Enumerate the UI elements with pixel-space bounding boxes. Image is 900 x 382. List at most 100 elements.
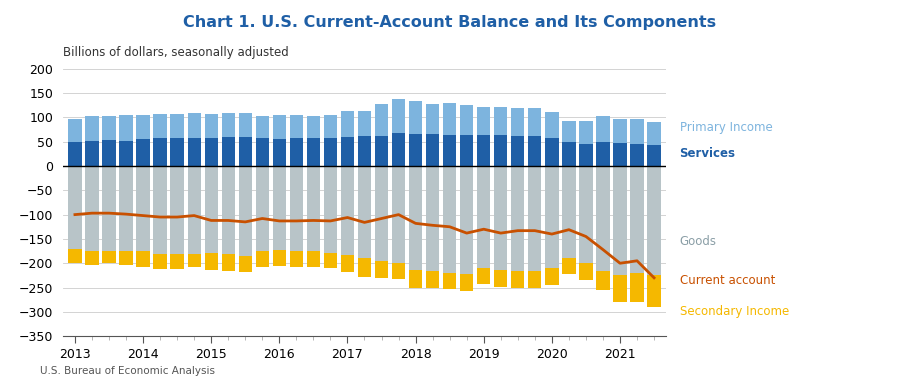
Bar xyxy=(562,166,576,258)
Bar xyxy=(221,166,235,254)
Bar xyxy=(562,121,576,142)
Bar xyxy=(204,114,218,138)
Bar xyxy=(409,101,422,134)
Text: Goods: Goods xyxy=(680,235,716,248)
Bar xyxy=(120,166,132,251)
Bar xyxy=(358,110,371,136)
Bar xyxy=(153,166,166,254)
Bar xyxy=(647,275,661,307)
Bar xyxy=(103,116,115,140)
Bar xyxy=(170,138,184,166)
Bar xyxy=(562,258,576,274)
Bar xyxy=(273,115,286,139)
Bar xyxy=(545,166,559,268)
Bar xyxy=(375,136,388,166)
Bar xyxy=(511,136,525,166)
Bar xyxy=(545,268,559,285)
Bar xyxy=(324,115,338,138)
Bar xyxy=(426,270,439,288)
Bar xyxy=(86,166,99,251)
Bar xyxy=(494,270,508,286)
Bar xyxy=(580,263,592,280)
Bar xyxy=(460,274,473,291)
Bar xyxy=(290,166,303,251)
Bar xyxy=(477,166,490,268)
Bar xyxy=(221,137,235,166)
Bar xyxy=(392,133,405,166)
Bar xyxy=(511,108,525,136)
Bar xyxy=(630,119,644,144)
Bar xyxy=(614,119,626,143)
Bar xyxy=(290,115,303,138)
Bar xyxy=(647,145,661,166)
Bar xyxy=(187,138,201,166)
Bar xyxy=(137,115,149,139)
Bar xyxy=(358,136,371,166)
Bar xyxy=(68,249,82,263)
Text: Primary Income: Primary Income xyxy=(680,121,772,134)
Bar xyxy=(358,258,371,277)
Bar xyxy=(580,144,592,166)
Bar xyxy=(103,140,115,166)
Bar xyxy=(68,142,82,166)
Bar xyxy=(153,254,166,269)
Bar xyxy=(290,251,303,267)
Bar xyxy=(120,251,132,265)
Bar xyxy=(120,141,132,166)
Bar xyxy=(170,166,184,254)
Bar xyxy=(204,253,218,270)
Bar xyxy=(375,261,388,278)
Bar xyxy=(137,251,149,267)
Bar xyxy=(580,166,592,263)
Bar xyxy=(647,166,661,275)
Bar xyxy=(273,166,286,250)
Bar xyxy=(443,273,456,289)
Bar xyxy=(528,166,542,270)
Bar xyxy=(68,166,82,249)
Bar xyxy=(630,166,644,273)
Bar xyxy=(443,103,456,135)
Text: Chart 1. U.S. Current-Account Balance and Its Components: Chart 1. U.S. Current-Account Balance an… xyxy=(184,15,716,30)
Bar xyxy=(392,99,405,133)
Bar xyxy=(68,119,82,142)
Bar xyxy=(477,107,490,135)
Bar xyxy=(528,136,542,166)
Bar xyxy=(477,268,490,284)
Bar xyxy=(238,137,252,166)
Bar xyxy=(426,166,439,270)
Bar xyxy=(273,250,286,265)
Bar xyxy=(137,139,149,166)
Bar xyxy=(375,104,388,136)
Text: Billions of dollars, seasonally adjusted: Billions of dollars, seasonally adjusted xyxy=(63,46,289,59)
Bar xyxy=(187,113,201,138)
Text: Services: Services xyxy=(680,147,735,160)
Bar xyxy=(153,138,166,166)
Bar xyxy=(597,142,609,166)
Bar xyxy=(358,166,371,258)
Bar xyxy=(443,135,456,166)
Bar xyxy=(460,166,473,274)
Bar xyxy=(614,143,626,166)
Bar xyxy=(494,135,508,166)
Text: Secondary Income: Secondary Income xyxy=(680,305,788,318)
Text: Current account: Current account xyxy=(680,274,775,287)
Bar xyxy=(256,116,269,138)
Bar xyxy=(460,105,473,135)
Bar xyxy=(341,110,354,137)
Bar xyxy=(307,251,320,267)
Bar xyxy=(307,166,320,251)
Bar xyxy=(460,135,473,166)
Bar xyxy=(86,141,99,166)
Bar xyxy=(392,166,405,263)
Bar xyxy=(307,138,320,166)
Bar xyxy=(477,135,490,166)
Bar xyxy=(324,138,338,166)
Bar xyxy=(341,166,354,255)
Bar xyxy=(120,115,132,141)
Bar xyxy=(341,137,354,166)
Bar xyxy=(86,251,99,265)
Bar xyxy=(409,166,422,270)
Bar xyxy=(86,117,99,141)
Bar xyxy=(187,254,201,267)
Bar xyxy=(375,166,388,261)
